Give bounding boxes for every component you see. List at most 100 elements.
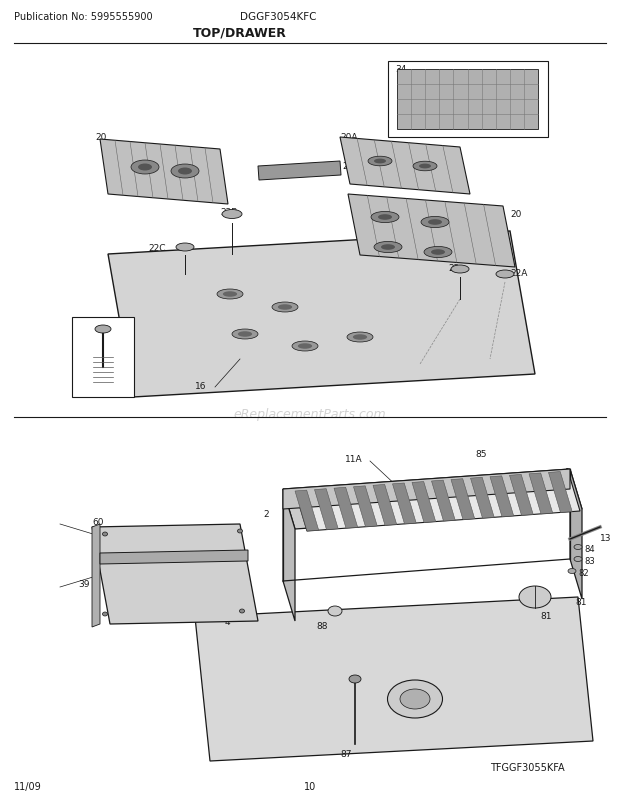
Ellipse shape	[176, 244, 194, 252]
Ellipse shape	[278, 305, 292, 310]
Polygon shape	[314, 489, 338, 530]
Ellipse shape	[178, 168, 192, 176]
Text: TOP/DRAWER: TOP/DRAWER	[193, 26, 287, 39]
Polygon shape	[353, 486, 377, 527]
Text: 22A: 22A	[510, 269, 528, 277]
Polygon shape	[510, 475, 533, 516]
Text: 84: 84	[584, 545, 595, 553]
Ellipse shape	[451, 265, 469, 273]
Ellipse shape	[298, 344, 312, 350]
Text: 20: 20	[510, 210, 521, 219]
Ellipse shape	[431, 250, 445, 256]
Text: DGGF3054KFC: DGGF3054KFC	[240, 12, 316, 22]
Ellipse shape	[353, 334, 367, 340]
Polygon shape	[258, 162, 341, 180]
Ellipse shape	[419, 164, 431, 169]
Text: 11A: 11A	[345, 455, 363, 464]
Text: 87: 87	[340, 749, 352, 758]
Ellipse shape	[292, 342, 318, 351]
Polygon shape	[388, 62, 548, 138]
Ellipse shape	[223, 292, 237, 298]
Polygon shape	[348, 195, 515, 268]
Ellipse shape	[328, 606, 342, 616]
Text: TFGGF3055KFA: TFGGF3055KFA	[490, 762, 565, 772]
Ellipse shape	[421, 217, 449, 229]
Polygon shape	[432, 480, 455, 521]
Ellipse shape	[237, 529, 242, 533]
Ellipse shape	[374, 160, 386, 164]
Polygon shape	[195, 597, 593, 761]
Ellipse shape	[349, 675, 361, 683]
Text: 2: 2	[263, 509, 268, 518]
Polygon shape	[340, 138, 470, 195]
Ellipse shape	[138, 164, 152, 172]
Text: 22B: 22B	[220, 208, 237, 217]
Text: 11/09: 11/09	[14, 781, 42, 791]
Ellipse shape	[519, 586, 551, 608]
Ellipse shape	[428, 220, 442, 225]
Polygon shape	[412, 482, 436, 523]
Polygon shape	[100, 550, 248, 565]
Polygon shape	[92, 525, 258, 624]
Ellipse shape	[272, 302, 298, 313]
Text: 83: 83	[584, 557, 595, 565]
Text: 39: 39	[78, 579, 89, 588]
Ellipse shape	[217, 290, 243, 300]
Polygon shape	[100, 140, 228, 205]
Ellipse shape	[400, 689, 430, 709]
Ellipse shape	[171, 164, 199, 179]
Ellipse shape	[368, 157, 392, 167]
Text: 22C: 22C	[148, 244, 166, 253]
Ellipse shape	[102, 612, 107, 616]
Polygon shape	[295, 472, 580, 532]
Polygon shape	[283, 469, 582, 529]
Text: 81: 81	[575, 597, 587, 606]
Ellipse shape	[413, 162, 437, 172]
Text: 22: 22	[448, 264, 459, 273]
Polygon shape	[397, 70, 538, 130]
Polygon shape	[334, 488, 358, 529]
Polygon shape	[490, 476, 514, 517]
Polygon shape	[549, 472, 572, 512]
Polygon shape	[295, 491, 319, 532]
Text: 10: 10	[304, 781, 316, 791]
Polygon shape	[283, 489, 295, 622]
Polygon shape	[570, 469, 582, 599]
Ellipse shape	[374, 242, 402, 253]
Polygon shape	[529, 473, 552, 514]
Ellipse shape	[95, 326, 111, 334]
Ellipse shape	[232, 330, 258, 339]
Text: 22D: 22D	[342, 162, 360, 171]
Polygon shape	[108, 232, 535, 398]
Polygon shape	[392, 484, 416, 525]
Ellipse shape	[222, 210, 242, 219]
Text: 34: 34	[395, 65, 406, 74]
Polygon shape	[471, 478, 494, 519]
Ellipse shape	[574, 557, 582, 561]
Text: 85: 85	[475, 449, 487, 459]
Text: 16: 16	[195, 382, 206, 391]
Polygon shape	[451, 479, 475, 520]
Text: 88: 88	[76, 320, 87, 329]
Ellipse shape	[496, 270, 514, 278]
Text: 20A: 20A	[340, 133, 358, 142]
Polygon shape	[72, 318, 134, 398]
Polygon shape	[373, 485, 397, 525]
Ellipse shape	[378, 215, 392, 221]
Ellipse shape	[371, 213, 399, 223]
Text: 60: 60	[92, 517, 104, 526]
Ellipse shape	[131, 160, 159, 175]
Ellipse shape	[239, 610, 244, 614]
Ellipse shape	[381, 245, 395, 250]
Ellipse shape	[568, 569, 576, 573]
Text: 20: 20	[95, 133, 107, 142]
Polygon shape	[92, 525, 100, 627]
Text: 82: 82	[578, 569, 588, 577]
Text: 88: 88	[316, 622, 327, 630]
Text: Publication No: 5995555900: Publication No: 5995555900	[14, 12, 153, 22]
Ellipse shape	[574, 545, 582, 550]
Ellipse shape	[424, 247, 452, 258]
Ellipse shape	[388, 680, 443, 718]
Text: 4: 4	[225, 618, 231, 626]
Ellipse shape	[347, 333, 373, 342]
